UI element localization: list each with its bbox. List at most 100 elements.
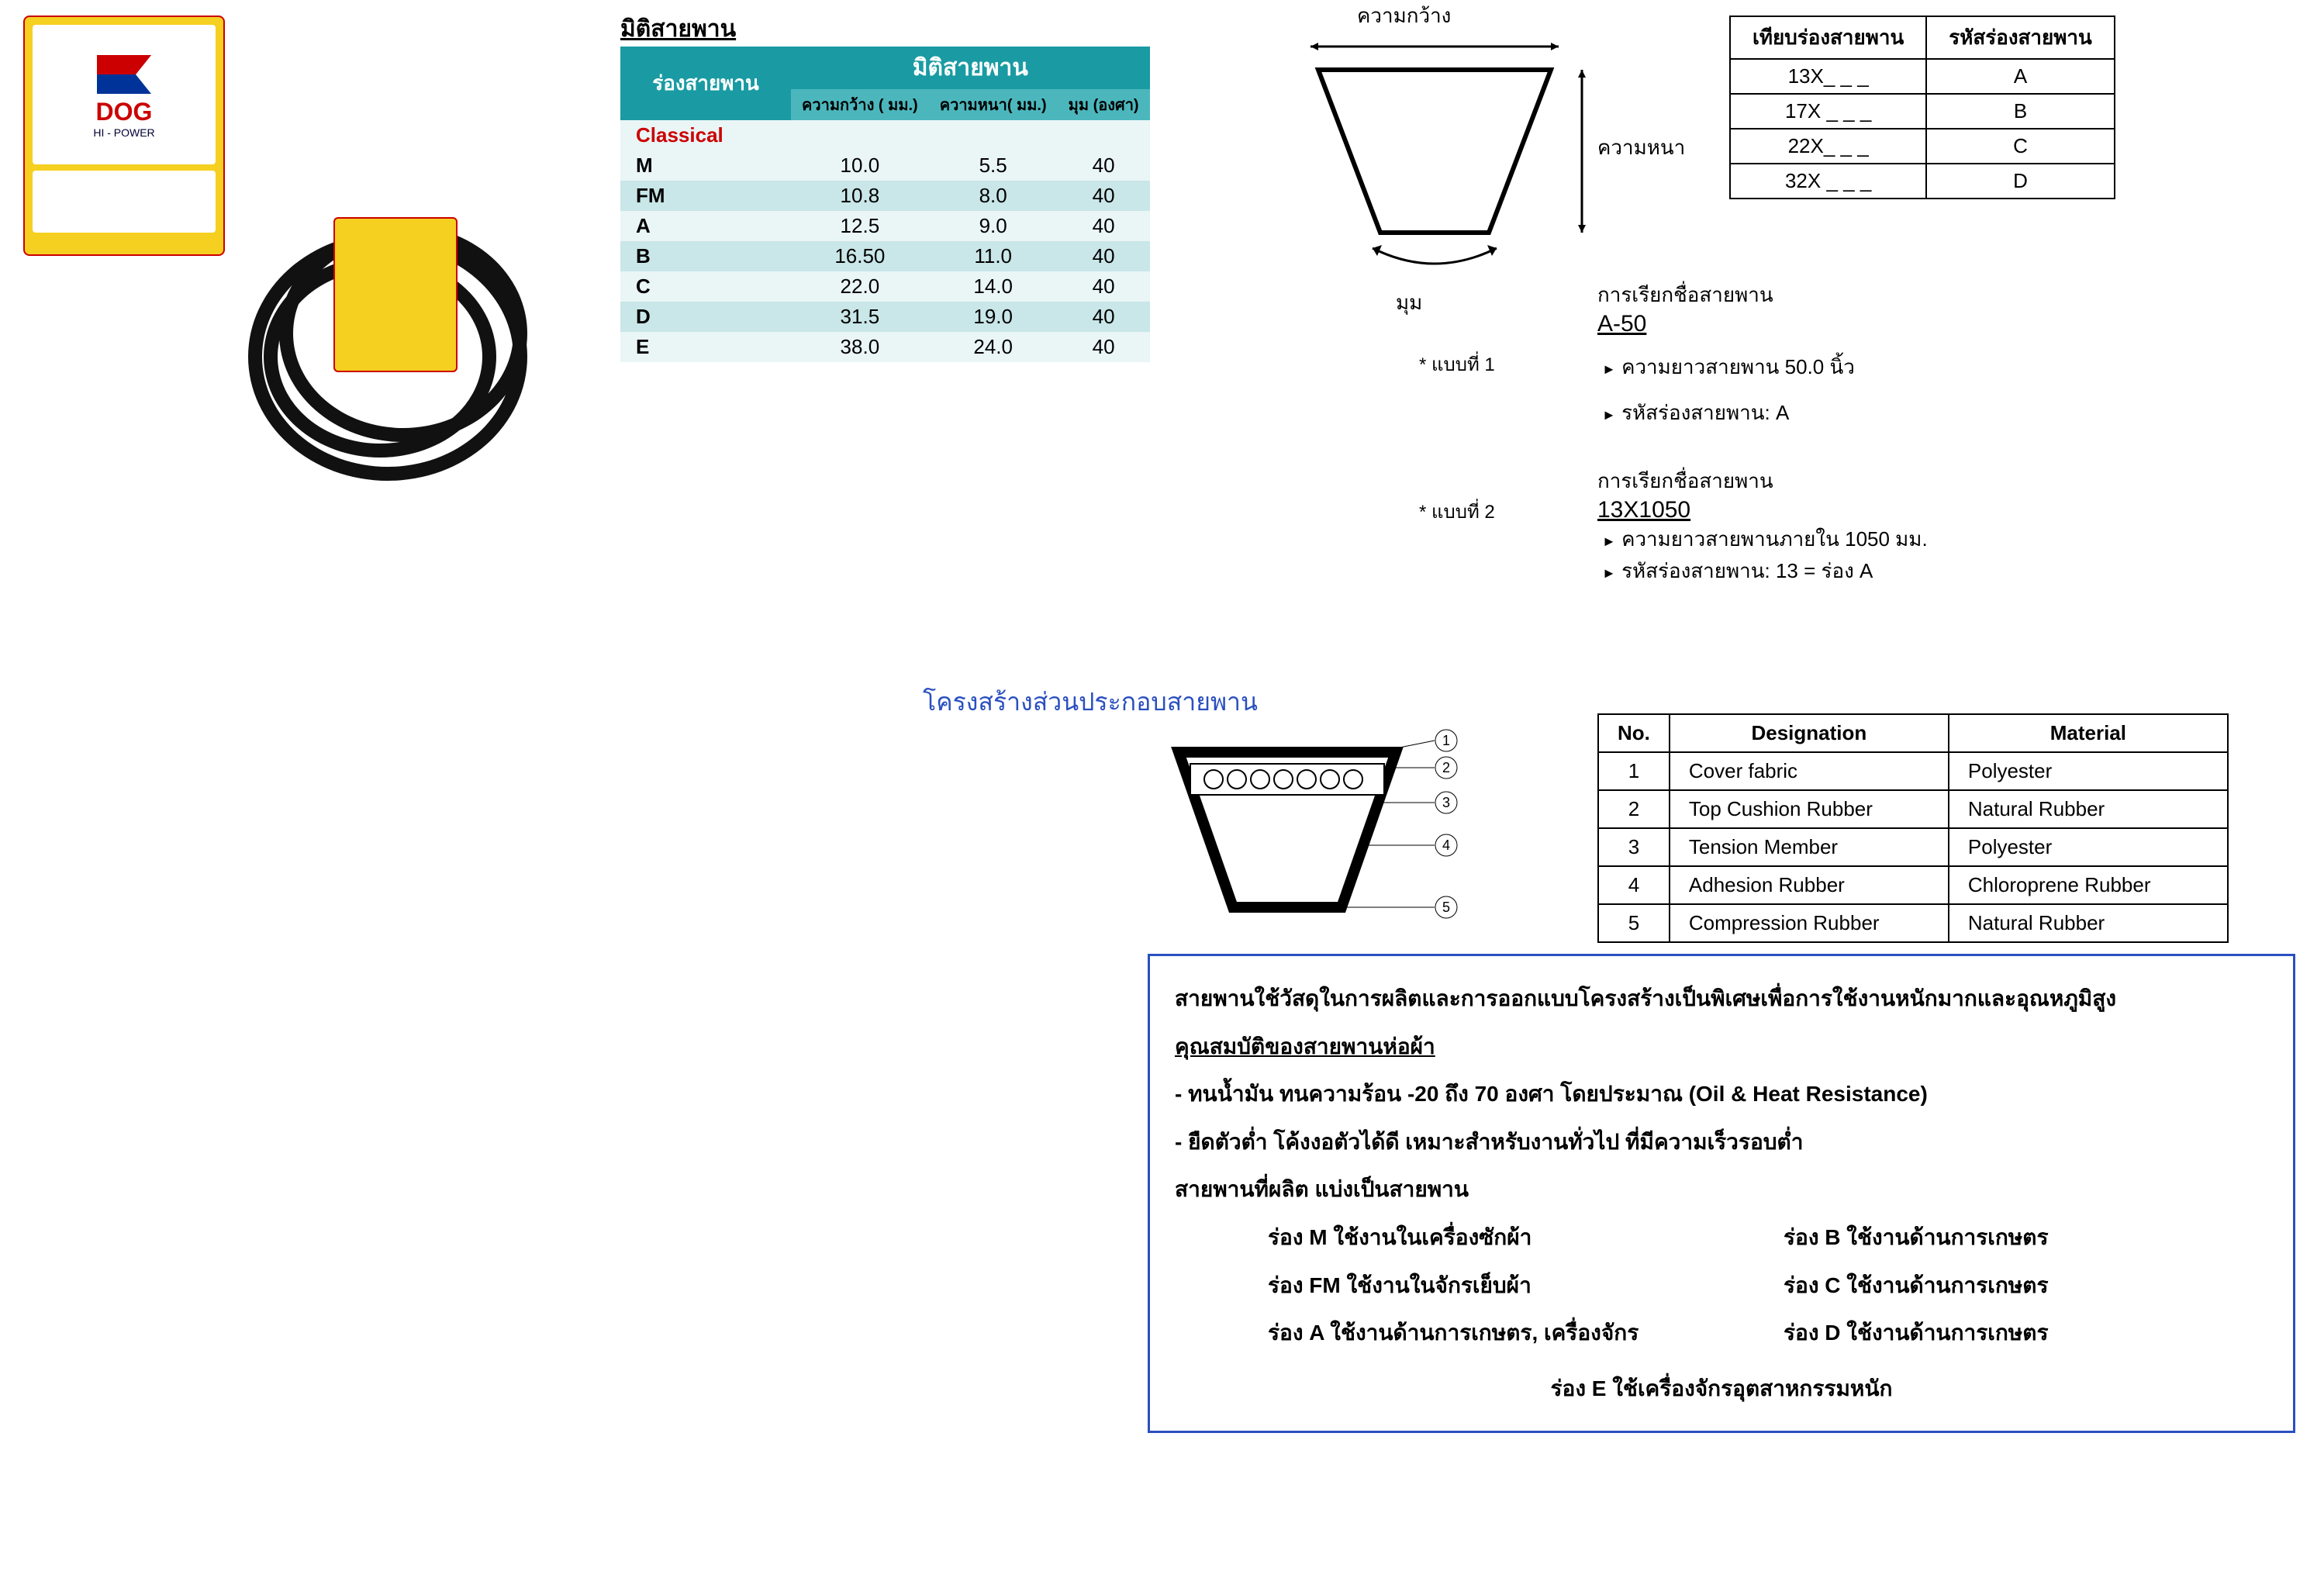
naming2-code: 13X1050 xyxy=(1597,497,1928,523)
desc-bullet2: - ยืดตัวต่ำ โค้งงอตัวได้ดี เหมาะสำหรับงา… xyxy=(1175,1118,2268,1166)
naming1-title: การเรียกชื่อสายพาน xyxy=(1597,279,1855,311)
table-cell: 1 xyxy=(1598,752,1670,790)
code-h2: รหัสร่องสายพาน xyxy=(1926,16,2114,59)
naming1-code: A-50 xyxy=(1597,311,1855,337)
table-cell: D xyxy=(620,302,791,332)
table-cell: 10.8 xyxy=(791,181,929,211)
table-cell: Polyester xyxy=(1949,752,2228,790)
desc-uses-last: ร่อง E ใช้เครื่องจักรอุตสาหกรรมหนัก xyxy=(1175,1365,2268,1413)
table-cell: 19.0 xyxy=(929,302,1058,332)
table-cell: Natural Rubber xyxy=(1949,790,2228,828)
mat-h-no: No. xyxy=(1598,714,1670,752)
label-example1: * แบบที่ 1 xyxy=(1419,349,1495,379)
table-cell: Cover fabric xyxy=(1670,752,1949,790)
dimensions-table: ร่องสายพานมิติสายพาน ความกว้าง ( มม.)ควา… xyxy=(620,47,1150,362)
svg-text:4: 4 xyxy=(1442,837,1450,853)
table-cell: B xyxy=(620,241,791,271)
table-cell: 5 xyxy=(1598,904,1670,942)
svg-text:5: 5 xyxy=(1442,900,1450,915)
table-cell: 40 xyxy=(1058,150,1150,181)
belt-structure-diagram: 1 2 3 4 5 xyxy=(1148,729,1473,946)
use-item: ร่อง D ใช้งานด้านการเกษตร xyxy=(1784,1309,2268,1357)
cross-section-diagram xyxy=(1272,16,1597,279)
label-thickness: ความหนา xyxy=(1597,132,1685,164)
belt-product-image xyxy=(233,202,558,527)
table-cell: 31.5 xyxy=(791,302,929,332)
table-cell: 17X _ _ _ xyxy=(1730,94,1926,129)
table-cell: 40 xyxy=(1058,302,1150,332)
brand-label-area xyxy=(33,171,216,233)
table-cell: 10.0 xyxy=(791,150,929,181)
table-cell: 3 xyxy=(1598,828,1670,866)
description-box: สายพานใช้วัสดุในการผลิตและการออกแบบโครงส… xyxy=(1148,954,2295,1433)
mat-h-mat: Material xyxy=(1949,714,2228,752)
col-thick: ความหนา( มม.) xyxy=(929,89,1058,120)
table-cell: 12.5 xyxy=(791,211,929,241)
label-angle: มุม xyxy=(1396,287,1422,319)
table-cell: C xyxy=(620,271,791,302)
brand-sub: HI - POWER xyxy=(93,126,154,139)
table-cell: B xyxy=(1926,94,2114,129)
use-item: ร่อง A ใช้งานด้านการเกษตร, เครื่องจักร xyxy=(1268,1309,1752,1357)
col-angle: มุม (องศา) xyxy=(1058,89,1150,120)
groove-code-table: เทียบร่องสายพานรหัสร่องสายพาน 13X_ _ _A1… xyxy=(1729,16,2115,199)
col-groove: ร่องสายพาน xyxy=(620,47,791,120)
naming2-line2: รหัสร่องสายพาน: 13 = ร่อง A xyxy=(1621,559,1873,582)
table-cell: A xyxy=(1926,59,2114,94)
arrow-icon xyxy=(1597,559,1616,582)
table-cell: Adhesion Rubber xyxy=(1670,866,1949,904)
table-cell: A xyxy=(620,211,791,241)
brand-logo-card: DOG HI - POWER xyxy=(23,16,225,256)
table-cell: 40 xyxy=(1058,271,1150,302)
label-example2: * แบบที่ 2 xyxy=(1419,496,1495,527)
code-h1: เทียบร่องสายพาน xyxy=(1730,16,1926,59)
table-cell: E xyxy=(620,332,791,362)
table-cell: 2 xyxy=(1598,790,1670,828)
table-cell: 40 xyxy=(1058,332,1150,362)
structure-title: โครงสร้างส่วนประกอบสายพาน xyxy=(923,682,1258,722)
table-cell: 13X_ _ _ xyxy=(1730,59,1926,94)
naming1-line2: รหัสร่องสายพาน: A xyxy=(1621,401,1789,424)
desc-intro: สายพานใช้วัสดุในการผลิตและการออกแบบโครงส… xyxy=(1175,975,2268,1023)
table-cell: 22.0 xyxy=(791,271,929,302)
table-cell: C xyxy=(1926,129,2114,164)
table-cell: Polyester xyxy=(1949,828,2228,866)
table-cell: Top Cushion Rubber xyxy=(1670,790,1949,828)
desc-props-title: คุณสมบัติของสายพานห่อผ้า xyxy=(1175,1023,2268,1071)
table-cell: 40 xyxy=(1058,241,1150,271)
table-cell: 9.0 xyxy=(929,211,1058,241)
uses-grid: ร่อง M ใช้งานในเครื่องซักผ้า ร่อง B ใช้งา… xyxy=(1268,1214,2268,1357)
use-item: ร่อง B ใช้งานด้านการเกษตร xyxy=(1784,1214,2268,1262)
svg-text:2: 2 xyxy=(1442,760,1450,775)
use-item: ร่อง C ใช้งานด้านการเกษตร xyxy=(1784,1262,2268,1310)
brand-name: DOG xyxy=(96,98,153,126)
desc-uses-title: สายพานที่ผลิต แบ่งเป็นสายพาน xyxy=(1175,1165,2268,1214)
naming-example-1: การเรียกชื่อสายพาน A-50 ความยาวสายพาน 50… xyxy=(1597,279,1855,443)
table-cell: 32X _ _ _ xyxy=(1730,164,1926,199)
table-cell: 11.0 xyxy=(929,241,1058,271)
use-item: ร่อง M ใช้งานในเครื่องซักผ้า xyxy=(1268,1214,1752,1262)
table-cell: Tension Member xyxy=(1670,828,1949,866)
table-cell: 16.50 xyxy=(791,241,929,271)
table-cell: D xyxy=(1926,164,2114,199)
table-cell: 38.0 xyxy=(791,332,929,362)
table-cell: 5.5 xyxy=(929,150,1058,181)
materials-table: No.DesignationMaterial 1Cover fabricPoly… xyxy=(1597,713,2229,943)
svg-text:1: 1 xyxy=(1442,733,1450,748)
dims-title: มิติสายพาน xyxy=(620,11,736,47)
table-cell: 40 xyxy=(1058,211,1150,241)
table-cell: FM xyxy=(620,181,791,211)
col-main: มิติสายพาน xyxy=(791,47,1150,89)
naming2-title: การเรียกชื่อสายพาน xyxy=(1597,465,1928,497)
table-cell: Natural Rubber xyxy=(1949,904,2228,942)
table-cell: 14.0 xyxy=(929,271,1058,302)
table-cell: Compression Rubber xyxy=(1670,904,1949,942)
table-cell: Chloroprene Rubber xyxy=(1949,866,2228,904)
label-width: ความกว้าง xyxy=(1357,0,1451,32)
svg-text:3: 3 xyxy=(1442,795,1450,810)
table-cell: 4 xyxy=(1598,866,1670,904)
brand-logo-inner: DOG HI - POWER xyxy=(33,25,216,164)
naming2-line1: ความยาวสายพานภายใน 1050 มม. xyxy=(1621,527,1928,551)
desc-bullet1: - ทนน้ำมัน ทนความร้อน -20 ถึง 70 องศา โด… xyxy=(1175,1070,2268,1118)
table-cell: 24.0 xyxy=(929,332,1058,362)
